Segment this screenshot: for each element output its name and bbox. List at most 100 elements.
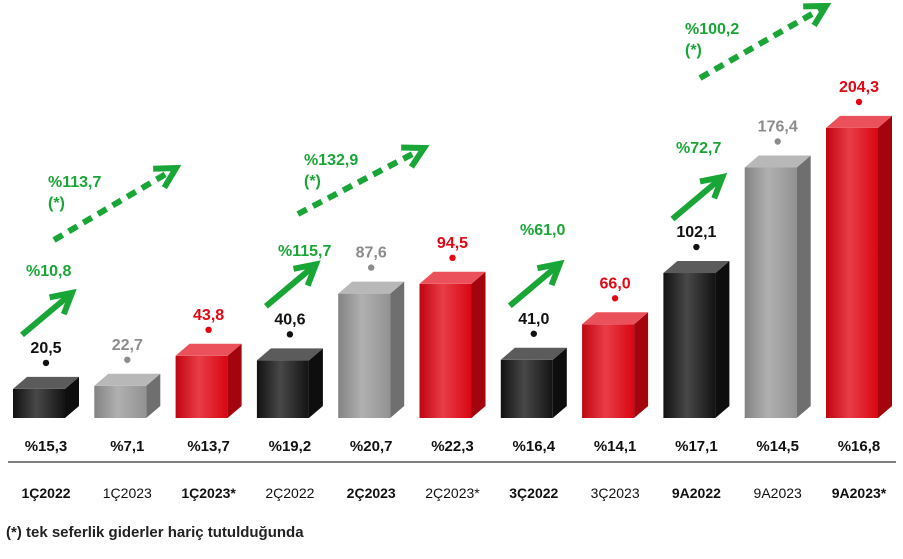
bar-7	[500, 347, 567, 418]
value-label: 66,0	[600, 275, 631, 292]
arrow-head	[292, 260, 321, 287]
arrow-shaft	[670, 178, 720, 222]
bar-side-face	[552, 347, 567, 418]
bar-front-face	[419, 283, 472, 418]
value-dot	[449, 254, 456, 262]
growth-arrow-1	[20, 288, 77, 338]
growth-note: (*)	[685, 42, 702, 59]
bar-chart: 20,5 %15,3 1Ç2022 22,7 %7,1 1Ç2023 43,8 %13,7 1Ç…	[8, 2, 896, 501]
bar-top-face	[13, 376, 79, 389]
bar-side-face	[227, 343, 242, 418]
bar-side-face	[471, 271, 486, 418]
growth-label: %115,7	[278, 243, 331, 260]
footnote-text: tek seferlik giderler hariç tutulduğunda	[21, 524, 304, 541]
growth-note: (*)	[304, 173, 321, 190]
bar-front-face	[256, 360, 309, 418]
footnote-mark: (*)	[6, 524, 22, 541]
category-label: 2Ç2023*	[425, 485, 480, 501]
bar-1	[13, 376, 79, 418]
category-label: 9A2023	[754, 485, 802, 501]
category-label: 3Ç2023	[591, 485, 640, 501]
growth-label: %72,7	[676, 140, 721, 157]
bar-top-face	[826, 115, 892, 128]
arrow-shaft	[52, 168, 173, 243]
value-dot	[855, 98, 863, 106]
growth-label: %100,2	[685, 21, 739, 38]
value-label: 43,8	[193, 307, 224, 324]
arrow-shaft	[296, 148, 421, 217]
percent-label: %19,2	[269, 438, 312, 455]
bar-front-face	[338, 293, 391, 418]
arrow-head	[49, 288, 77, 316]
bar-side-face	[390, 281, 405, 418]
bar-top-face	[175, 343, 242, 356]
category-label: 1Ç2022	[21, 485, 70, 501]
percent-label: %15,3	[25, 438, 68, 455]
bar-side-face	[308, 348, 323, 418]
category-label: 2Ç2023	[347, 485, 396, 501]
arrow-shaft	[507, 265, 558, 309]
value-label: 102,1	[676, 224, 716, 241]
arrow-head	[803, 2, 832, 28]
category-label: 2Ç2022	[265, 485, 314, 501]
bar-front-face	[13, 388, 65, 418]
percent-label: %7,1	[110, 438, 144, 455]
bar-side-face	[878, 115, 892, 419]
value-dot	[286, 331, 294, 338]
bar-4	[256, 348, 323, 418]
value-dot	[368, 264, 375, 271]
value-label: 176,4	[758, 119, 798, 136]
bar-top-face	[744, 155, 811, 168]
bar-8	[582, 312, 649, 418]
bar-top-face	[256, 348, 323, 361]
value-dot	[611, 295, 619, 302]
value-label: 204,3	[839, 79, 879, 96]
growth-label: %113,7	[48, 174, 101, 191]
percent-label: %16,4	[513, 438, 556, 455]
bar-top-face	[663, 261, 730, 274]
growth-arrow-3	[263, 260, 321, 309]
bar-5	[338, 281, 405, 418]
value-label: 94,5	[437, 235, 468, 252]
growth-arrow-dashed-2	[52, 164, 182, 243]
bar-side-face	[634, 312, 649, 418]
category-label: 3Ç2022	[509, 485, 558, 501]
bar-front-face	[582, 324, 635, 418]
growth-label: %132,9	[304, 152, 358, 169]
value-dot	[124, 356, 131, 363]
percent-label: %14,5	[756, 438, 799, 455]
arrow-head	[699, 173, 728, 200]
value-label: 20,5	[30, 340, 61, 357]
bar-front-face	[175, 355, 228, 418]
value-label: 87,6	[356, 245, 387, 262]
category-label: 1Ç2023*	[181, 485, 236, 501]
category-label: 9A2023*	[832, 485, 887, 501]
bar-6	[419, 271, 486, 418]
value-dot	[530, 330, 537, 337]
category-label: 9A2022	[672, 485, 721, 501]
bar-side-face	[715, 261, 730, 418]
value-dot	[774, 138, 781, 145]
footnote: (*) tek seferlik giderler hariç tutulduğ…	[6, 524, 304, 541]
bar-side-face	[146, 373, 161, 418]
bar-3	[175, 343, 242, 418]
growth-arrow-dashed-7	[698, 2, 832, 81]
value-dot	[42, 359, 50, 367]
bar-side-face	[796, 155, 811, 418]
arrow-head	[153, 164, 182, 190]
bar-front-face	[663, 273, 716, 418]
percent-label: %17,1	[675, 438, 718, 455]
arrow-shaft	[20, 294, 70, 338]
bar-top-face	[500, 347, 567, 360]
arrow-head	[536, 259, 565, 287]
bar-front-face	[826, 127, 878, 419]
growth-arrow-6	[670, 173, 728, 222]
arrow-shaft	[698, 6, 823, 81]
growth-note: (*)	[48, 195, 65, 212]
bar-top-face	[94, 373, 161, 386]
bar-top-face	[582, 312, 649, 325]
category-label: 1Ç2023	[103, 485, 152, 501]
percent-label: %20,7	[350, 438, 393, 455]
value-dot	[205, 326, 212, 334]
value-label: 40,6	[274, 311, 305, 328]
